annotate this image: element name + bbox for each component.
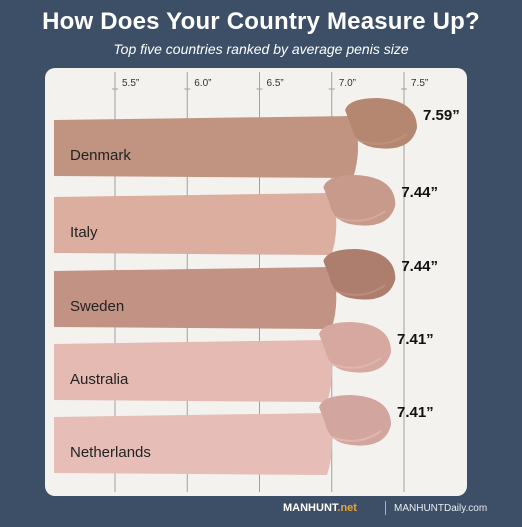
category-label: Denmark bbox=[70, 147, 131, 164]
value-label: 7.44” bbox=[401, 184, 438, 201]
value-label: 7.41” bbox=[397, 404, 434, 421]
brand-main: MANHUNT bbox=[283, 502, 338, 514]
bar-head bbox=[318, 322, 391, 373]
category-label: Italy bbox=[70, 224, 98, 241]
x-tick-label: 6.0” bbox=[194, 78, 211, 89]
value-label: 7.41” bbox=[397, 331, 434, 348]
x-tick-label: 7.0” bbox=[339, 78, 356, 89]
bar-head bbox=[323, 249, 396, 300]
footer: MANHUNT.net MANHUNTDaily.com bbox=[0, 500, 522, 520]
category-label: Australia bbox=[70, 371, 129, 388]
bar-shaft bbox=[54, 413, 332, 475]
bar-shaft bbox=[54, 267, 337, 329]
x-tick-label: 6.5” bbox=[267, 78, 284, 89]
value-label: 7.44” bbox=[401, 258, 438, 275]
chart-subtitle: Top five countries ranked by average pen… bbox=[113, 41, 409, 57]
footer-divider bbox=[385, 501, 386, 515]
brand-logo: MANHUNT.net bbox=[283, 502, 357, 514]
bar-head-rim bbox=[330, 357, 382, 369]
bar-head-rim bbox=[330, 430, 382, 442]
bar-head bbox=[323, 175, 396, 226]
bar-shaft bbox=[54, 340, 332, 402]
chart-title: How Does Your Country Measure Up? bbox=[42, 8, 480, 35]
bar-shaft bbox=[54, 116, 359, 178]
footer-site-link[interactable]: MANHUNTDaily.com bbox=[394, 503, 488, 514]
bar-shaft bbox=[54, 193, 337, 255]
bar-head bbox=[345, 98, 418, 149]
bar-head-rim bbox=[334, 284, 386, 296]
bar-head-rim bbox=[356, 133, 408, 145]
value-label: 7.59” bbox=[423, 107, 460, 124]
bar-head-rim bbox=[334, 210, 386, 222]
category-label: Netherlands bbox=[70, 444, 151, 461]
bar-head bbox=[318, 395, 391, 446]
x-tick-label: 7.5” bbox=[411, 78, 428, 89]
x-tick-label: 5.5” bbox=[122, 78, 139, 89]
category-label: Sweden bbox=[70, 298, 124, 315]
brand-suffix: .net bbox=[337, 502, 357, 514]
